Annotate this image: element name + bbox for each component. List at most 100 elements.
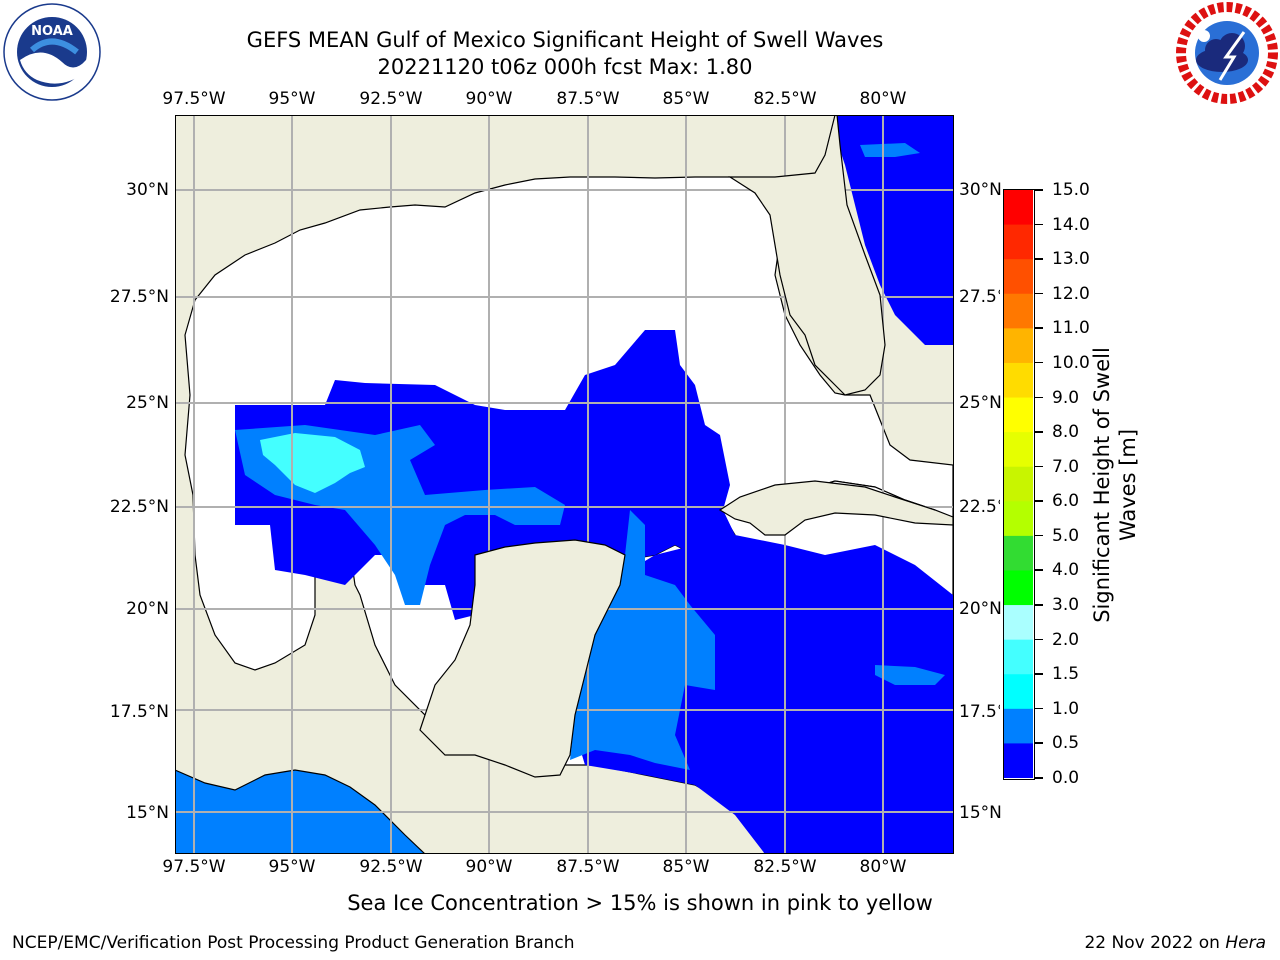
colorbar-swatch [1004, 674, 1033, 710]
colorbar-tick-mark [1035, 742, 1043, 744]
colorbar-tick-mark [1035, 534, 1043, 537]
colorbar-swatch [1004, 328, 1033, 364]
noaa-logo-text: NOAA [31, 24, 73, 39]
colorbar-tick-mark [1035, 258, 1043, 260]
footer-date: 22 Nov 2022 on Hera [1084, 933, 1266, 953]
swell-band-1-15-small2 [860, 143, 920, 157]
colorbar-tick-label: 14.0 [1052, 214, 1090, 235]
colorbar-tick-label: 0.5 [1052, 733, 1080, 754]
colorbar-tick-label: 10.0 [1052, 352, 1090, 373]
lon-label-top-2: 95°W [268, 89, 316, 109]
colorbar-tick-mark [1035, 569, 1043, 571]
lon-label-top-6: 85°W [662, 89, 710, 109]
sea-ice-caption-text: Sea Ice Concentration > 15% is shown in … [347, 891, 933, 915]
colorbar-tick-mark [1035, 707, 1043, 710]
colorbar-tick-mark [1035, 292, 1043, 295]
swell-band-1-15-small [875, 665, 945, 685]
lon-label-bottom-7: 82.5°W [753, 857, 817, 877]
colorbar-tick-mark [1035, 223, 1043, 226]
colorbar-swatch [1004, 432, 1033, 468]
lat-label-left-2: 27.5°N [109, 287, 169, 307]
colorbar-tick-mark [1035, 604, 1043, 606]
colorbar-swatch [1004, 259, 1033, 295]
lat-label-right-5: 20°N [959, 599, 1002, 619]
colorbar-tick-mark [1035, 638, 1043, 641]
lon-label-bottom-2: 95°W [268, 857, 316, 877]
colorbar-swatch [1004, 605, 1033, 641]
colorbar-tick-mark [1035, 465, 1043, 468]
colorbar-swatch [1004, 466, 1033, 502]
colorbar-label-line2: Waves [m] [1116, 428, 1140, 542]
colorbar-swatch [1004, 190, 1033, 226]
footer-credit: NCEP/EMC/Verification Post Processing Pr… [12, 933, 575, 953]
colorbar-tick-label: 9.0 [1052, 387, 1080, 408]
lat-label-right-4: 22.5°N [959, 497, 1000, 517]
lat-label-right-6: 17.5°N [959, 702, 1000, 722]
nws-logo [1176, 2, 1278, 104]
colorbar-swatch [1004, 224, 1033, 260]
colorbar-tick-mark [1035, 777, 1043, 779]
colorbar-tick-label: 8.0 [1052, 422, 1080, 443]
colorbar-swatch [1004, 570, 1033, 606]
colorbar-tick-label: 1.0 [1052, 698, 1080, 719]
colorbar-swatch [1004, 535, 1033, 572]
cuba-land [718, 480, 954, 536]
lon-label-bottom-3: 92.5°W [359, 857, 423, 877]
footer-date-text: 22 Nov 2022 on [1084, 933, 1226, 953]
colorbar-swatch [1004, 362, 1033, 399]
colorbar-tick-label: 15.0 [1052, 180, 1090, 200]
lat-label-right-2: 27.5°N [959, 287, 1000, 307]
lat-label-left-5: 20°N [126, 599, 169, 619]
colorbar-swatch [1004, 397, 1033, 433]
colorbar-tick-mark [1035, 396, 1043, 399]
lon-label-top-5: 87.5°W [556, 89, 620, 109]
lon-label-bottom-1: 97.5°W [162, 857, 226, 877]
noaa-logo: NOAA [2, 2, 102, 102]
colorbar [1003, 189, 1035, 780]
graticule [175, 115, 954, 854]
chart-title: GEFS MEAN Gulf of Mexico Significant Hei… [246, 28, 884, 52]
colorbar-tick-label: 0.0 [1052, 768, 1080, 788]
lon-label-bottom-5: 87.5°W [556, 857, 620, 877]
colorbar-tick-mark [1035, 327, 1043, 329]
colorbar-tick-label: 5.0 [1052, 525, 1080, 546]
colorbar-tick-label: 6.0 [1052, 491, 1080, 512]
atlantic-water [835, 115, 953, 345]
florida-land [727, 114, 886, 396]
map-svg [174, 114, 955, 855]
lon-label-bottom-4: 90°W [465, 857, 513, 877]
lon-label-bottom-8: 80°W [859, 857, 907, 877]
colorbar-label-line1: Significant Height of Swell [1090, 347, 1114, 623]
colorbar-swatch [1004, 293, 1033, 329]
lat-label-right-1: 30°N [959, 180, 1002, 200]
colorbar-tick-mark [1035, 500, 1043, 502]
colorbar-swatch [1004, 743, 1033, 779]
colorbar-tick-mark [1035, 189, 1043, 191]
colorbar-tick-label: 13.0 [1052, 249, 1090, 270]
lon-label-top-7: 82.5°W [753, 89, 817, 109]
lat-label-right-3: 25°N [959, 393, 1002, 413]
footer-host: Hera [1225, 933, 1266, 953]
colorbar-tick-label: 12.0 [1052, 283, 1090, 304]
colorbar-swatch [1004, 501, 1033, 537]
lat-label-left-1: 30°N [126, 180, 169, 200]
colorbar-tick-label: 1.5 [1052, 664, 1080, 685]
sea-ice-caption: Sea Ice Concentration > 15% is shown in … [0, 891, 1280, 915]
lon-label-top-4: 90°W [465, 89, 513, 109]
colorbar-tick-label: 2.0 [1052, 629, 1080, 650]
lat-label-right-7: 15°N [959, 803, 1002, 823]
chart-subtitle: 20221120 t06z 000h fcst Max: 1.80 [377, 55, 753, 79]
lon-label-top-1: 97.5°W [162, 89, 226, 109]
lon-label-top-8: 80°W [859, 89, 907, 109]
lat-label-left-6: 17.5°N [109, 702, 169, 722]
swell-band-05-1-south [570, 510, 715, 770]
lat-label-left-3: 25°N [126, 393, 169, 413]
colorbar-tick-mark [1035, 431, 1043, 433]
colorbar-tick-label: 7.0 [1052, 456, 1080, 477]
yucatan-land [419, 539, 626, 778]
colorbar-swatch [1004, 639, 1033, 675]
colorbar-swatches [1004, 190, 1033, 779]
map-panel [174, 114, 955, 855]
colorbar-swatch [1004, 708, 1033, 745]
swell-band-1-15 [260, 433, 365, 493]
